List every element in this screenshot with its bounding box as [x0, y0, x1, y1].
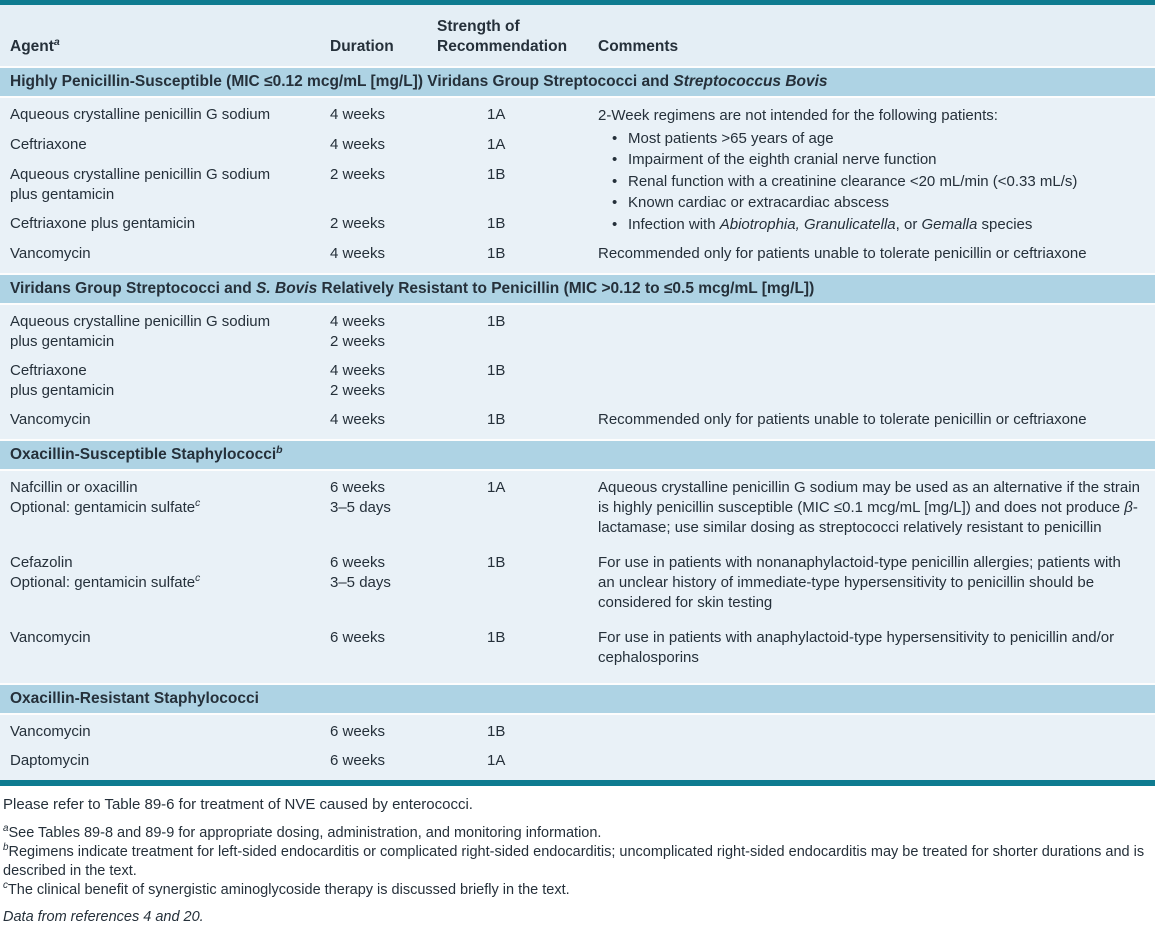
duration-cell: 6 weeks 3–5 days [330, 479, 391, 516]
agent-cell: Daptomycin [10, 752, 90, 769]
strength-cell: 1B [487, 215, 506, 233]
agent-cell: Ceftriaxone plus gentamicin [10, 362, 115, 399]
strength-cell: 1B [487, 629, 506, 646]
comments-cell: For use in patients with anaphylactoid-t… [598, 629, 1115, 666]
strength-cell: 1A [487, 106, 506, 123]
comments-cell: For use in patients with nonanaphylactoi… [598, 554, 1121, 611]
table-top-rule [0, 0, 1155, 5]
footnote-data-source: Data from references 4 and 20. [3, 909, 204, 925]
agent-cell: Cefazolin Optional: gentamicin sulfatec [10, 554, 201, 591]
comments-cell: 2-Week regimens are not intended for the… [598, 100, 1155, 239]
agent-cell: Vancomycin [10, 629, 91, 646]
comment-bullet: Impairment of the eighth cranial nerve f… [598, 149, 1141, 171]
duration-cell: 4 weeks [330, 135, 386, 153]
comment-bullet: Renal function with a creatinine clearan… [598, 171, 1141, 193]
strength-cell: 1B [487, 362, 506, 379]
comments-cell: Recommended only for patients unable to … [598, 245, 1087, 262]
duration-cell: 2 weeks [330, 165, 386, 183]
footnote-c: cThe clinical benefit of synergistic ami… [3, 880, 570, 898]
section-rows-penicillin-susceptible: Aqueous crystalline penicillin G sodium … [0, 98, 1155, 273]
agent-cell: Vancomycin [10, 411, 91, 428]
footnote-a: aSee Tables 89-8 and 89-9 for appropriat… [3, 823, 602, 841]
duration-cell: 2 weeks [330, 215, 386, 233]
footnote-b: bRegimens indicate treatment for left-si… [3, 842, 1145, 879]
column-header-agent: Agenta [10, 35, 60, 55]
duration-cell: 6 weeks 3–5 days [330, 554, 391, 591]
comment-bullet: Known cardiac or extracardiac abscess [598, 192, 1141, 214]
table-bottom-rule [0, 780, 1155, 786]
footnotes: Please refer to Table 89-6 for treatment… [0, 786, 1155, 925]
agent-cell: Ceftriaxone [10, 135, 87, 153]
comment-bullet-list: Most patients >65 years of age Impairmen… [598, 128, 1141, 236]
agent-cell: Vancomycin [10, 245, 91, 262]
column-header-duration: Duration [330, 38, 394, 55]
column-header-row: Agenta Duration Strength of Recommendatio… [0, 5, 1155, 66]
section-header-oxacillin-resistant: Oxacillin-Resistant Staphylococci [0, 683, 1155, 715]
section-rows-relatively-resistant: Aqueous crystalline penicillin G sodium p… [0, 305, 1155, 439]
strength-cell: 1B [487, 554, 506, 571]
section-rows-oxacillin-susceptible: Nafcillin or oxacillin Optional: gentamic… [0, 471, 1155, 683]
strength-cell: 1A [487, 135, 506, 153]
strength-cell: 1B [487, 723, 506, 740]
section-header-penicillin-susceptible: Highly Penicillin-Susceptible (MIC ≤0.12… [0, 66, 1155, 98]
comments-cell: Recommended only for patients unable to … [598, 411, 1087, 428]
column-header-comments: Comments [598, 38, 679, 55]
strength-cell: 1B [487, 165, 506, 183]
duration-cell: 4 weeks 2 weeks [330, 313, 386, 350]
duration-cell: 6 weeks [330, 752, 386, 769]
section-header-relatively-resistant: Viridans Group Streptococci and S. Bovis… [0, 273, 1155, 305]
duration-cell: 4 weeks [330, 245, 386, 262]
strength-cell: 1B [487, 245, 506, 262]
section-rows-oxacillin-resistant: Vancomycin 6 weeks 1B Daptomycin 6 weeks… [0, 715, 1155, 780]
agent-cell: Aqueous crystalline penicillin G sodium p… [10, 313, 271, 350]
duration-cell: 4 weeks [330, 106, 386, 123]
duration-cell: 6 weeks [330, 723, 386, 740]
strength-cell: 1A [487, 752, 506, 769]
agent-cell: Aqueous crystalline penicillin G sodium [10, 106, 271, 123]
strength-cell: 1B [487, 313, 506, 330]
comments-cell: Aqueous crystalline penicillin G sodium … [598, 479, 1140, 536]
column-header-strength: Strength of Recommendation [437, 18, 568, 55]
duration-cell: 4 weeks 2 weeks [330, 362, 386, 399]
agent-cell: Nafcillin or oxacillin Optional: gentamic… [10, 479, 201, 516]
agent-cell: Ceftriaxone plus gentamicin [10, 215, 196, 233]
agent-cell: Aqueous crystalline penicillin G sodium p… [10, 165, 271, 203]
strength-cell: 1B [487, 411, 506, 428]
footnote-main: Please refer to Table 89-6 for treatment… [3, 796, 473, 813]
strength-cell: 1A [487, 479, 506, 496]
agent-cell: Vancomycin [10, 723, 91, 740]
comment-intro: 2-Week regimens are not intended for the… [598, 107, 998, 124]
comment-bullet: Infection with Abiotrophia, Granulicatel… [598, 214, 1141, 236]
section-header-oxacillin-susceptible: Oxacillin-Susceptible Staphylococcib [0, 439, 1155, 471]
duration-cell: 6 weeks [330, 629, 386, 646]
comment-bullet: Most patients >65 years of age [598, 128, 1141, 150]
duration-cell: 4 weeks [330, 411, 386, 428]
